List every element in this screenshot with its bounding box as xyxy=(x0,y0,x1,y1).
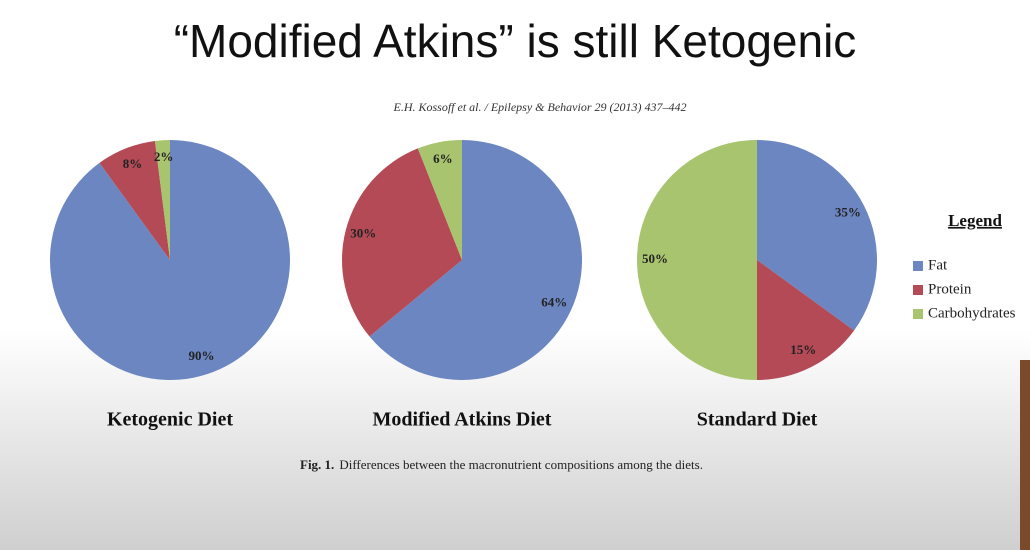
value-label: 35% xyxy=(835,205,861,220)
citation: E.H. Kossoff et al. / Epilepsy & Behavio… xyxy=(393,100,687,114)
legend-swatch xyxy=(913,261,923,271)
legend-swatch xyxy=(913,309,923,319)
pie-slice xyxy=(49,140,291,380)
value-label: 30% xyxy=(350,226,376,241)
value-label: 15% xyxy=(790,342,816,357)
slide-title: “Modified Atkins” is still Ketogenic xyxy=(174,15,857,67)
pie-slice xyxy=(637,140,757,380)
legend-swatch xyxy=(913,285,923,295)
value-label: 8% xyxy=(123,156,143,171)
legend-title: Legend xyxy=(948,211,1002,230)
pie-slice xyxy=(417,140,462,260)
legend-label: Carbohydrates xyxy=(928,305,1016,321)
chart-title: Ketogenic Diet xyxy=(107,409,233,431)
edge-strip xyxy=(1020,360,1030,550)
pie-slice xyxy=(369,140,582,380)
pie-slice xyxy=(342,148,462,337)
value-label: 2% xyxy=(154,149,174,164)
pie-slice xyxy=(99,140,170,260)
value-label: 64% xyxy=(541,294,567,309)
chart-title: Modified Atkins Diet xyxy=(373,409,552,431)
legend-label: Fat xyxy=(928,257,948,273)
value-label: 90% xyxy=(189,348,215,363)
caption: Fig. 1. Differences between the macronutr… xyxy=(300,457,703,472)
chart-title: Standard Diet xyxy=(697,409,818,431)
pie-slice xyxy=(757,140,878,331)
pie-slice xyxy=(154,140,170,260)
caption-text: Differences between the macronutrient co… xyxy=(339,457,703,472)
value-label: 6% xyxy=(433,151,453,166)
caption-label: Fig. 1. xyxy=(300,457,334,472)
value-label: 50% xyxy=(642,251,668,266)
legend-label: Protein xyxy=(928,281,972,297)
pie-slice xyxy=(757,260,855,380)
